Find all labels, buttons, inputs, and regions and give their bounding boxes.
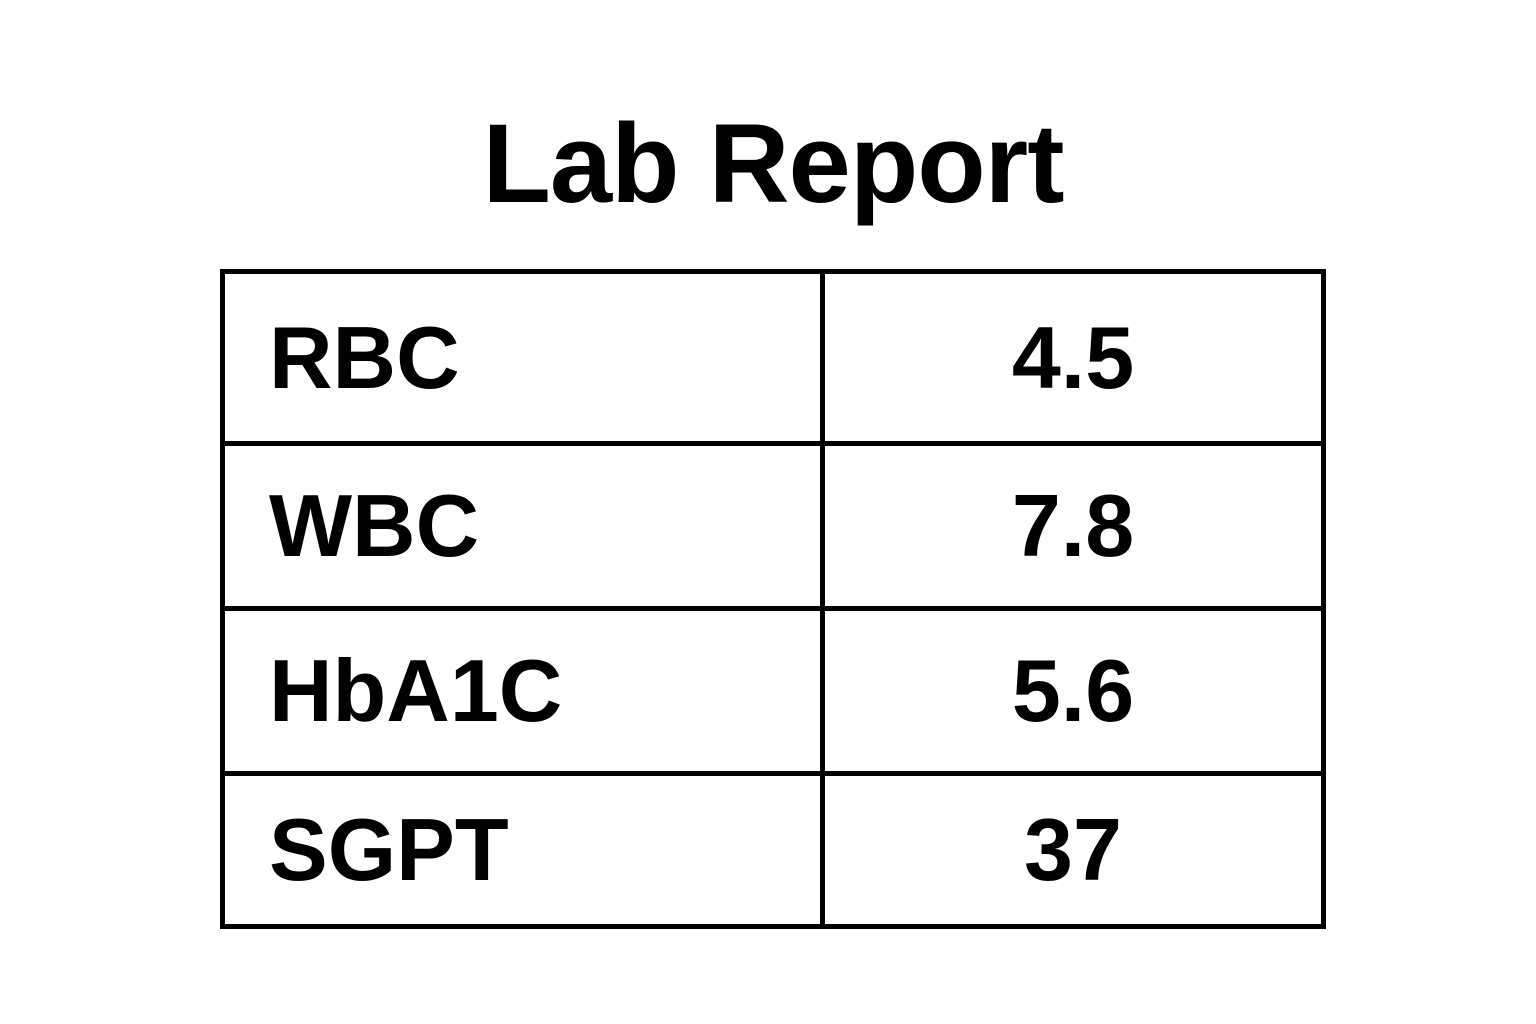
table-row: WBC 7.8 [225,441,1321,611]
test-value-cell: 37 [820,771,1321,924]
table-row: RBC 4.5 [225,274,1321,446]
test-value-cell: 7.8 [820,441,1321,611]
lab-results-table: RBC 4.5 WBC 7.8 HbA1C 5.6 SGPT 37 [220,269,1326,929]
test-value-cell: 5.6 [820,606,1321,776]
table-row: SGPT 37 [225,771,1321,924]
test-name-cell: SGPT [225,771,825,924]
test-name-cell: HbA1C [225,606,825,776]
results-table-grid: RBC 4.5 WBC 7.8 HbA1C 5.6 SGPT 37 [225,274,1321,924]
table-row: HbA1C 5.6 [225,606,1321,776]
test-value-cell: 4.5 [820,274,1321,446]
page-title: Lab Report [482,101,1064,226]
test-name-cell: RBC [225,274,825,446]
test-name-cell: WBC [225,441,825,611]
